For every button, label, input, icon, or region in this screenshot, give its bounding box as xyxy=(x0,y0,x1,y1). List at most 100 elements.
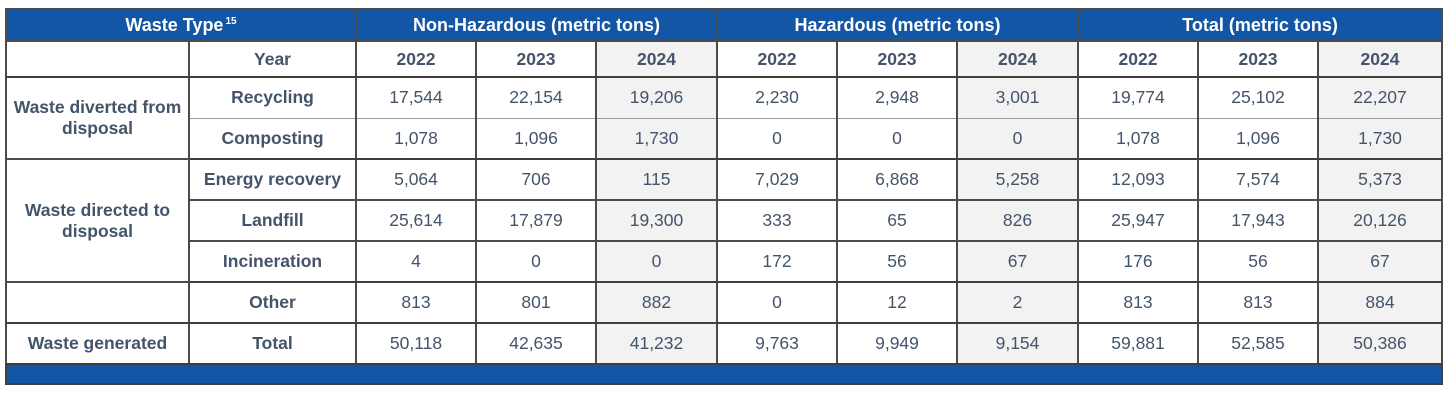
category-cell: Landfill xyxy=(188,199,357,242)
group-label-generated: Waste generated xyxy=(5,322,190,365)
row-incineration: Incineration 4 0 0 172 56 67 176 56 67 xyxy=(6,240,1444,283)
value-cell: 813 xyxy=(1077,281,1200,324)
value-cell: 41,232 xyxy=(594,322,719,365)
value-cell: 826 xyxy=(956,199,1080,242)
value-cell: 0 xyxy=(956,117,1080,160)
footer-bar-row xyxy=(4,363,1444,385)
value-cell: 1,730 xyxy=(1317,117,1444,160)
value-cell: 19,300 xyxy=(594,199,719,242)
value-cell: 1,078 xyxy=(355,117,477,160)
value-cell: 5,258 xyxy=(956,158,1080,201)
value-cell: 0 xyxy=(716,117,839,160)
year-cell: 2024 xyxy=(1317,40,1444,78)
group-label-empty xyxy=(5,281,190,324)
year-cell: 2023 xyxy=(836,40,959,78)
value-cell: 2,230 xyxy=(716,76,839,119)
category-cell: Other xyxy=(188,281,357,324)
category-cell: Recycling xyxy=(188,76,357,119)
value-cell: 25,947 xyxy=(1077,199,1200,242)
value-cell: 706 xyxy=(475,158,597,201)
value-cell: 50,118 xyxy=(355,322,477,365)
year-cell: 2023 xyxy=(1197,40,1320,78)
group-header-non-hazardous: Non-Hazardous (metric tons) xyxy=(354,8,719,42)
value-cell: 801 xyxy=(475,281,597,324)
value-cell: 1,730 xyxy=(594,117,719,160)
row-energy-recovery: Waste directed to disposal Energy recove… xyxy=(5,158,1444,283)
value-cell: 52,585 xyxy=(1197,322,1320,365)
value-cell: 1,096 xyxy=(475,117,597,160)
group-header-hazardous: Hazardous (metric tons) xyxy=(716,8,1080,42)
page: Waste Type 15 Non-Hazardous (metric tons)… xyxy=(4,8,1444,385)
category-cell: Incineration xyxy=(188,240,357,283)
value-cell: 813 xyxy=(355,281,477,324)
value-cell: 9,949 xyxy=(836,322,959,365)
category-cell: Total xyxy=(188,322,357,365)
value-cell: 1,078 xyxy=(1077,117,1200,160)
value-cell: 3,001 xyxy=(956,76,1080,119)
value-cell: 9,763 xyxy=(716,322,839,365)
waste-summary-table: Waste Type 15 Non-Hazardous (metric tons)… xyxy=(4,8,1444,385)
value-cell: 17,544 xyxy=(355,76,477,119)
year-cell: 2023 xyxy=(475,40,597,78)
value-cell: 884 xyxy=(1317,281,1444,324)
value-cell: 5,373 xyxy=(1317,158,1444,201)
value-cell: 17,879 xyxy=(475,199,597,242)
value-cell: 19,774 xyxy=(1077,76,1200,119)
value-cell: 115 xyxy=(594,158,719,201)
group-label-diverted: Waste diverted from disposal xyxy=(5,76,190,160)
value-cell: 5,064 xyxy=(355,158,477,201)
value-cell: 59,881 xyxy=(1077,322,1200,365)
row-other: Other 813 801 882 0 12 2 813 813 884 xyxy=(5,281,1444,324)
header-row: Waste Type 15 Non-Hazardous (metric tons)… xyxy=(5,8,1444,42)
value-cell: 67 xyxy=(956,240,1080,283)
value-cell: 0 xyxy=(716,281,839,324)
value-cell: 7,574 xyxy=(1197,158,1320,201)
value-cell: 0 xyxy=(836,117,959,160)
waste-type-label: Waste Type xyxy=(125,14,224,35)
value-cell: 22,154 xyxy=(475,76,597,119)
value-cell: 882 xyxy=(594,281,719,324)
value-cell: 0 xyxy=(475,240,597,283)
footer-bar xyxy=(4,363,1444,385)
value-cell: 50,386 xyxy=(1317,322,1444,365)
value-cell: 19,206 xyxy=(594,76,719,119)
value-cell: 12 xyxy=(836,281,959,324)
value-cell: 56 xyxy=(1197,240,1320,283)
value-cell: 25,102 xyxy=(1197,76,1320,119)
year-cell: 2024 xyxy=(594,40,719,78)
value-cell: 333 xyxy=(716,199,839,242)
value-cell: 4 xyxy=(355,240,477,283)
row-recycling: Waste diverted from disposal Recycling 1… xyxy=(5,76,1444,160)
year-cell: 2022 xyxy=(1077,40,1200,78)
row-composting: Composting 1,078 1,096 1,730 0 0 0 1,078… xyxy=(6,117,1444,160)
category-cell: Energy recovery xyxy=(188,158,357,201)
value-cell: 7,029 xyxy=(716,158,839,201)
value-cell: 22,207 xyxy=(1317,76,1444,119)
value-cell: 6,868 xyxy=(836,158,959,201)
value-cell: 20,126 xyxy=(1317,199,1444,242)
value-cell: 9,154 xyxy=(956,322,1080,365)
year-row: Year 2022 2023 2024 2022 2023 2024 2022 … xyxy=(5,40,1444,78)
category-cell: Composting xyxy=(188,117,357,160)
waste-type-header: Waste Type 15 xyxy=(5,8,357,42)
value-cell: 17,943 xyxy=(1197,199,1320,242)
value-cell: 813 xyxy=(1197,281,1320,324)
footnote-marker: 15 xyxy=(225,15,237,27)
value-cell: 172 xyxy=(716,240,839,283)
year-label-cell: Year xyxy=(188,40,357,78)
value-cell: 65 xyxy=(836,199,959,242)
group-header-total: Total (metric tons) xyxy=(1077,8,1444,42)
year-cell: 2022 xyxy=(355,40,477,78)
row-waste-generated-total: Waste generated Total 50,118 42,635 41,2… xyxy=(5,322,1444,365)
row-landfill: Landfill 25,614 17,879 19,300 333 65 826… xyxy=(6,199,1444,242)
value-cell: 2 xyxy=(956,281,1080,324)
value-cell: 0 xyxy=(594,240,719,283)
value-cell: 67 xyxy=(1317,240,1444,283)
value-cell: 12,093 xyxy=(1077,158,1200,201)
year-cell: 2024 xyxy=(956,40,1080,78)
value-cell: 56 xyxy=(836,240,959,283)
value-cell: 42,635 xyxy=(475,322,597,365)
empty-cell xyxy=(5,40,190,78)
value-cell: 176 xyxy=(1077,240,1200,283)
value-cell: 2,948 xyxy=(836,76,959,119)
